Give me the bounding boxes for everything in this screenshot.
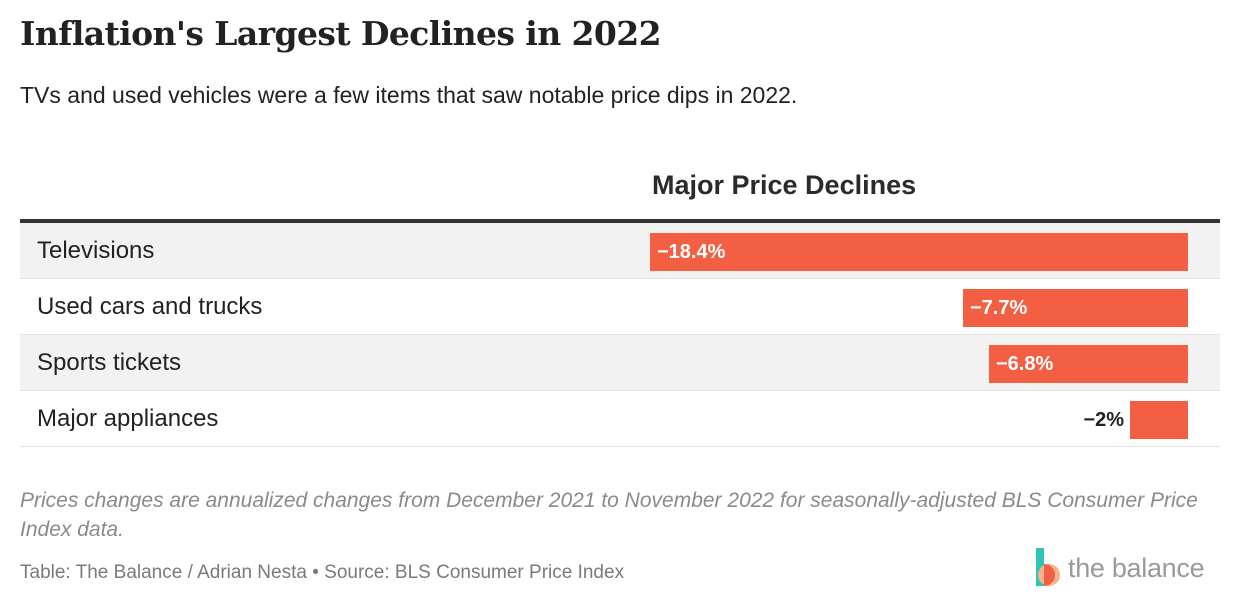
bar-value-label: −2% xyxy=(1083,409,1124,431)
bar xyxy=(1130,401,1188,439)
table-row: Televisions −18.4% xyxy=(20,223,1220,279)
row-label: Televisions xyxy=(37,237,155,264)
table-row: Sports tickets −6.8% xyxy=(20,335,1220,391)
bar-value-label: −6.8% xyxy=(996,353,1054,375)
row-label: Used cars and trucks xyxy=(37,293,263,320)
column-header: Major Price Declines xyxy=(652,170,917,200)
the-balance-logo: the balance xyxy=(1034,548,1205,588)
row-label: Major appliances xyxy=(37,405,219,432)
price-decline-table: Televisions −18.4% Used cars and trucks −7.… xyxy=(20,219,1220,447)
logo-orange-half xyxy=(1044,564,1055,586)
bar xyxy=(989,345,1188,383)
bar-value-label: −7.7% xyxy=(970,297,1028,319)
source-credit: Table: The Balance / Adrian Nesta • Sour… xyxy=(20,562,625,583)
the-balance-logo-mark-icon xyxy=(1036,548,1060,586)
row-label: Sports tickets xyxy=(37,349,182,376)
bar xyxy=(963,289,1188,327)
logo-text: the balance xyxy=(1068,552,1205,583)
logo-teal-stem xyxy=(1036,548,1044,586)
table-row: Used cars and trucks −7.7% xyxy=(20,279,1220,335)
footnote: Prices changes are annualized changes fr… xyxy=(20,489,1198,541)
chart-subtitle: TVs and used vehicles were a few items t… xyxy=(20,82,798,108)
bar-value-label: −18.4% xyxy=(657,241,726,263)
table-row: Major appliances −2% xyxy=(20,391,1220,447)
bar xyxy=(650,233,1188,271)
chart-title: Inflation's Largest Declines in 2022 xyxy=(20,14,662,53)
